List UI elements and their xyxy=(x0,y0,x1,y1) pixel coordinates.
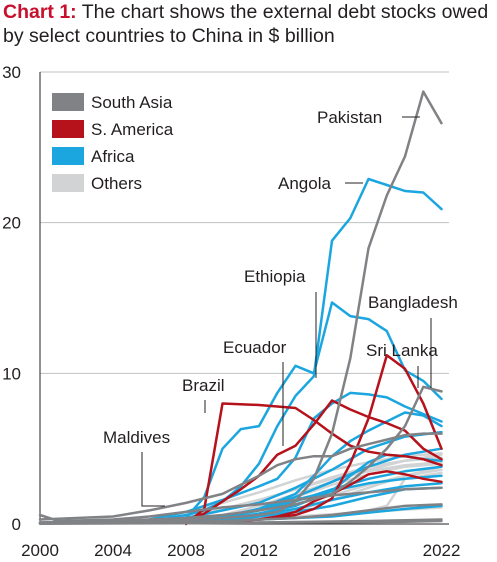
annotation-label: Sri Lanka xyxy=(366,341,438,360)
annotation-leader xyxy=(141,452,165,507)
annotation-label: Bangladesh xyxy=(368,293,458,312)
legend-label: S. America xyxy=(91,120,174,139)
legend: South Asia S. America Africa Others xyxy=(52,93,174,193)
legend-swatch xyxy=(52,93,84,111)
series-line xyxy=(38,486,443,523)
x-tick-label: 2008 xyxy=(167,541,205,560)
x-tick-label: 2012 xyxy=(240,541,278,560)
annotation-label: Ethiopia xyxy=(244,267,306,286)
series-line xyxy=(148,301,443,523)
x-tick-label: 2004 xyxy=(94,541,132,560)
chart-title: Chart 1: The chart shows the external de… xyxy=(3,0,495,48)
legend-label: Others xyxy=(91,174,142,193)
series-line xyxy=(38,519,443,525)
series-line xyxy=(38,385,443,524)
series-line xyxy=(38,90,443,524)
annotations: Pakistan Angola Ethiopia Bangladesh Ecuador S… xyxy=(103,108,458,447)
legend-swatch xyxy=(52,120,84,138)
series-line xyxy=(239,470,443,523)
series-line xyxy=(184,399,443,523)
chart-number-label: Chart 1: xyxy=(3,1,77,23)
annotation-label: Maldives xyxy=(103,428,170,447)
series-line xyxy=(257,354,443,521)
chart-title-text: The chart shows the external debt stocks… xyxy=(3,1,489,47)
annotation-label: Angola xyxy=(278,174,331,193)
x-tick-label: 2022 xyxy=(423,541,461,560)
annotation-label: Ecuador xyxy=(223,338,287,357)
x-tick-label: 2016 xyxy=(313,541,351,560)
legend-swatch xyxy=(52,174,84,192)
legend-label: Africa xyxy=(91,147,135,166)
annotation-label: Pakistan xyxy=(317,108,382,127)
y-tick-label: 20 xyxy=(2,214,21,233)
y-tick-label: 0 xyxy=(12,515,21,534)
annotation-label: Brazil xyxy=(182,376,225,395)
axis-ticks: 0 10 20 30 2000 2004 2008 2012 2016 2022 xyxy=(2,63,460,560)
series-line xyxy=(166,177,443,520)
series-lines xyxy=(38,90,443,526)
y-tick-label: 30 xyxy=(2,63,21,82)
legend-label: South Asia xyxy=(91,93,173,112)
x-tick-label: 2000 xyxy=(21,541,59,560)
y-tick-label: 10 xyxy=(2,364,21,383)
series-line xyxy=(38,432,443,521)
annotation-leaders xyxy=(141,116,432,507)
legend-swatch xyxy=(52,147,84,165)
